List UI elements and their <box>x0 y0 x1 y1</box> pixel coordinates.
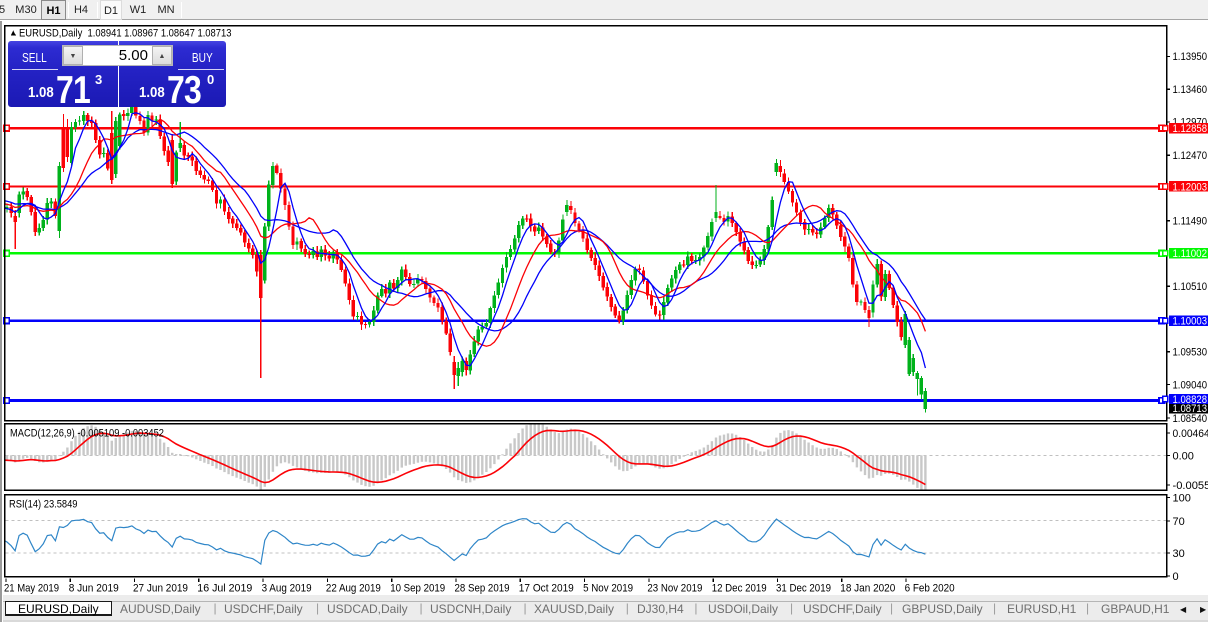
svg-text:1.13460: 1.13460 <box>1173 84 1208 96</box>
svg-text:18 Jan 2020: 18 Jan 2020 <box>840 583 895 595</box>
svg-text:1.11002: 1.11002 <box>1173 248 1208 260</box>
svg-text:-0.00557: -0.00557 <box>1173 480 1208 492</box>
svg-text:31 Dec 2019: 31 Dec 2019 <box>776 583 831 595</box>
svg-text:17 Oct 2019: 17 Oct 2019 <box>519 583 574 595</box>
svg-text:0: 0 <box>1173 571 1179 583</box>
svg-text:5 Nov 2019: 5 Nov 2019 <box>583 583 633 595</box>
svg-text:30: 30 <box>1173 548 1185 560</box>
svg-text:27 Jun 2019: 27 Jun 2019 <box>133 583 188 595</box>
svg-text:1.12470: 1.12470 <box>1173 150 1208 162</box>
svg-text:3 Aug 2019: 3 Aug 2019 <box>262 583 312 595</box>
svg-text:1.12003: 1.12003 <box>1173 181 1208 193</box>
svg-text:1.08828: 1.08828 <box>1173 394 1208 406</box>
svg-text:1.12858: 1.12858 <box>1173 123 1208 135</box>
svg-text:1.08540: 1.08540 <box>1173 413 1208 425</box>
svg-text:1.08713: 1.08713 <box>1173 403 1208 415</box>
svg-text:70: 70 <box>1173 516 1185 528</box>
svg-text:1.13950: 1.13950 <box>1173 51 1208 63</box>
svg-text:1.11490: 1.11490 <box>1173 216 1208 228</box>
svg-text:MACD(12,26,9) -0.005109 -0.003: MACD(12,26,9) -0.005109 -0.003452 <box>10 428 164 440</box>
svg-text:0.004643: 0.004643 <box>1173 428 1208 440</box>
svg-text:1.09040: 1.09040 <box>1173 379 1208 391</box>
svg-text:0.00: 0.00 <box>1173 450 1194 462</box>
svg-text:16 Jul 2019: 16 Jul 2019 <box>197 583 252 595</box>
svg-text:21 May 2019: 21 May 2019 <box>4 583 59 595</box>
svg-text:22 Aug 2019: 22 Aug 2019 <box>326 583 381 595</box>
svg-text:100: 100 <box>1173 492 1191 504</box>
svg-text:10 Sep 2019: 10 Sep 2019 <box>390 583 445 595</box>
svg-text:8 Jun 2019: 8 Jun 2019 <box>69 583 119 595</box>
svg-text:EURUSD,Daily 1.08941 1.08967: EURUSD,Daily 1.08941 1.08967 1.08647 1.0… <box>19 28 232 40</box>
svg-text:12 Dec 2019: 12 Dec 2019 <box>712 583 767 595</box>
svg-text:1.09530: 1.09530 <box>1173 347 1208 359</box>
svg-text:28 Sep 2019: 28 Sep 2019 <box>455 583 510 595</box>
svg-text:6 Feb 2020: 6 Feb 2020 <box>905 583 955 595</box>
svg-text:RSI(14) 23.5849: RSI(14) 23.5849 <box>9 499 78 511</box>
svg-text:1.10510: 1.10510 <box>1173 281 1208 293</box>
svg-text:23 Nov 2019: 23 Nov 2019 <box>647 583 702 595</box>
svg-text:1.10003: 1.10003 <box>1173 316 1208 328</box>
